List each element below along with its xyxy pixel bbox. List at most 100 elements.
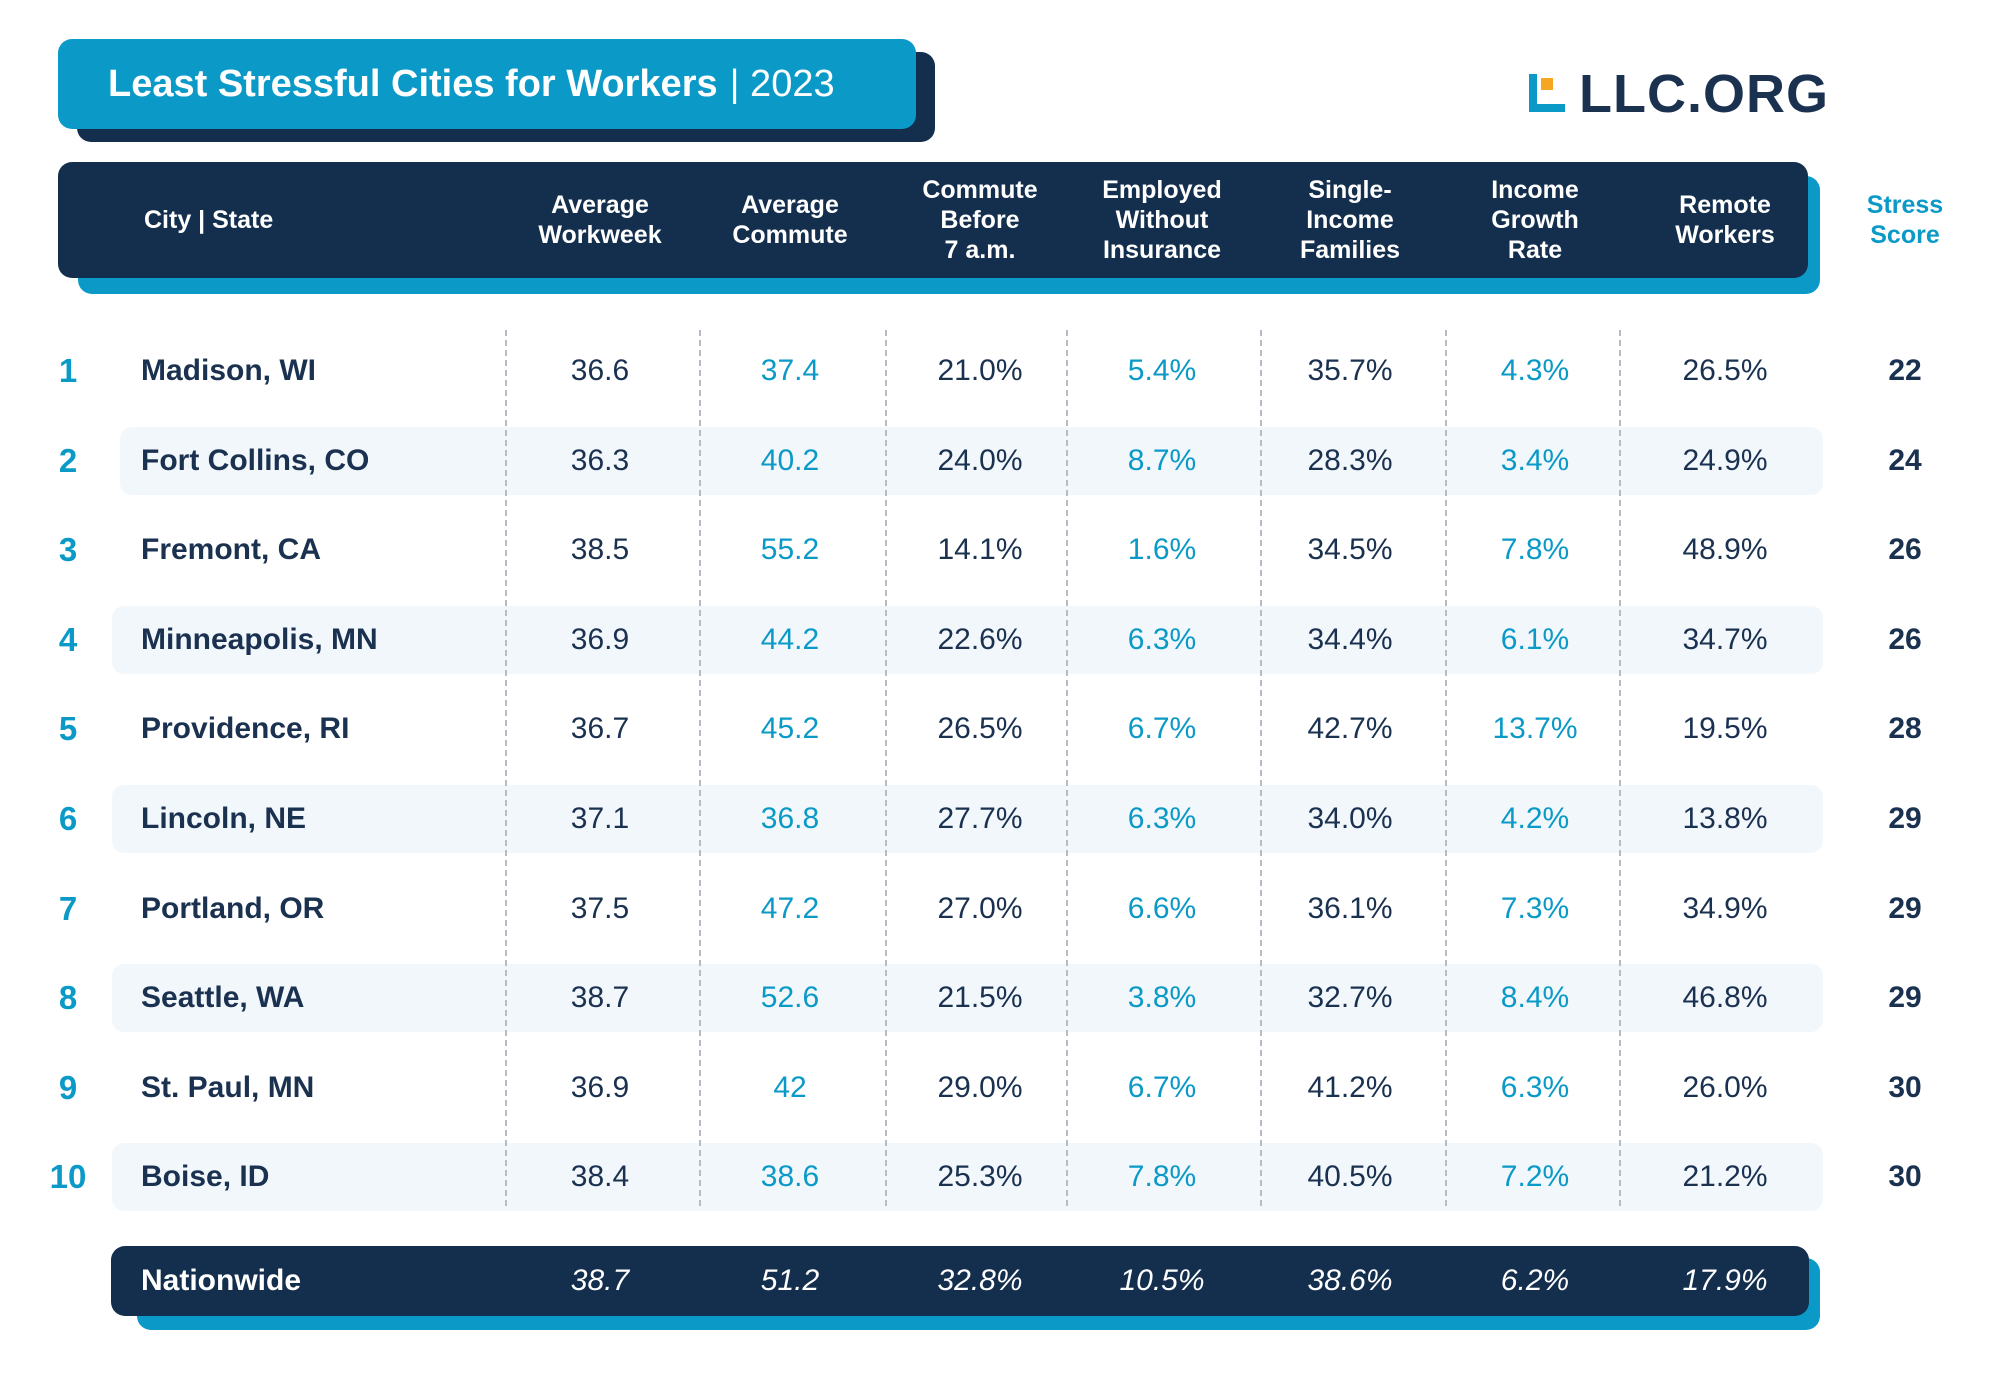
cell-workweek: 36.9	[570, 1070, 630, 1104]
cell-uninsured: 6.7%	[1127, 1070, 1197, 1104]
column-divider	[1445, 330, 1447, 1206]
city-name: Seattle, WA	[141, 981, 305, 1015]
cell-single: 34.0%	[1307, 802, 1393, 835]
cell-single: 28.3%	[1307, 443, 1393, 477]
cell-before7: 26.5%	[937, 712, 1023, 746]
table-header-bar	[58, 162, 1808, 278]
cell-growth: 3.4%	[1500, 443, 1570, 477]
city-name: Fremont, CA	[141, 533, 321, 567]
cell-remote: 48.9%	[1682, 533, 1768, 567]
cell-commute: 37.4	[760, 354, 820, 387]
stress-score: 29	[1888, 891, 1922, 925]
cell-before7: 21.5%	[937, 981, 1023, 1015]
llc-logo: LLC.ORG	[1525, 64, 1829, 124]
cell-uninsured: 5.4%	[1127, 354, 1197, 387]
stress-score: 24	[1888, 443, 1922, 477]
cell-commute: 42	[773, 1070, 807, 1104]
column-header-city-state: City | State	[144, 206, 274, 234]
cell-before7: 29.0%	[937, 1070, 1023, 1104]
cell-growth: 7.3%	[1500, 891, 1570, 925]
stress-score: 28	[1888, 712, 1922, 746]
nationwide-commute: 51.2	[760, 1264, 820, 1297]
city-name: Portland, OR	[141, 891, 325, 925]
cell-growth: 6.1%	[1500, 622, 1570, 656]
cell-workweek: 37.1	[570, 802, 630, 835]
cell-before7: 14.1%	[937, 533, 1023, 567]
cell-growth: 4.3%	[1500, 354, 1570, 387]
cell-commute: 52.6	[760, 981, 820, 1015]
rank-number: 10	[49, 1158, 87, 1196]
cell-workweek: 37.5	[570, 891, 630, 925]
cell-growth: 7.8%	[1500, 533, 1570, 567]
cell-remote: 19.5%	[1682, 712, 1768, 746]
cell-workweek: 36.9	[570, 622, 630, 656]
cell-remote: 34.7%	[1682, 622, 1768, 656]
city-name: Boise, ID	[141, 1160, 270, 1194]
cell-workweek: 36.6	[570, 354, 630, 387]
cell-workweek: 38.7	[570, 981, 630, 1015]
column-header-growth: Income Growth Rate	[1491, 176, 1579, 264]
nationwide-bar	[111, 1246, 1809, 1316]
row-background-band	[120, 426, 1823, 495]
cell-single: 34.4%	[1307, 622, 1393, 656]
cell-single: 42.7%	[1307, 712, 1393, 746]
cell-uninsured: 1.6%	[1127, 533, 1197, 567]
cell-before7: 22.6%	[937, 622, 1023, 656]
nationwide-workweek: 38.7	[570, 1264, 630, 1297]
cell-remote: 21.2%	[1682, 1160, 1768, 1194]
rank-number: 4	[58, 620, 78, 658]
cell-remote: 13.8%	[1682, 802, 1768, 835]
column-divider	[1619, 330, 1621, 1206]
cell-remote: 26.5%	[1682, 354, 1768, 387]
stress-score: 30	[1888, 1070, 1922, 1104]
llc-logo-icon	[1529, 74, 1565, 112]
rank-number: 7	[58, 889, 78, 927]
cell-commute: 47.2	[760, 891, 820, 925]
stress-score: 22	[1888, 354, 1922, 387]
column-divider	[885, 330, 887, 1206]
cell-uninsured: 6.3%	[1127, 622, 1197, 656]
cell-single: 41.2%	[1307, 1070, 1393, 1104]
city-name: Providence, RI	[141, 712, 350, 746]
nationwide-label: Nationwide	[141, 1264, 302, 1297]
stress-score: 26	[1888, 622, 1922, 656]
stress-score: 29	[1888, 802, 1922, 835]
rank-number: 1	[58, 352, 78, 389]
cell-growth: 6.3%	[1500, 1070, 1570, 1104]
cell-workweek: 36.3	[570, 443, 630, 477]
rank-number: 5	[58, 710, 78, 748]
nationwide-growth: 6.2%	[1500, 1264, 1570, 1297]
city-name: St. Paul, MN	[141, 1070, 315, 1104]
column-header-stress-score: Stress Score	[1866, 191, 1944, 249]
stress-score: 26	[1888, 533, 1922, 567]
cell-before7: 24.0%	[937, 443, 1023, 477]
cell-remote: 46.8%	[1682, 981, 1768, 1015]
title-banner: Least Stressful Cities for Workers | 202…	[58, 39, 916, 129]
cell-uninsured: 7.8%	[1127, 1160, 1197, 1194]
cell-growth: 8.4%	[1500, 981, 1570, 1015]
cell-before7: 27.7%	[937, 802, 1023, 835]
rank-number: 9	[58, 1068, 78, 1106]
cell-uninsured: 6.6%	[1127, 891, 1197, 925]
cell-uninsured: 6.7%	[1127, 712, 1197, 746]
column-divider	[699, 330, 701, 1206]
column-header-commute: Average Commute	[732, 191, 848, 249]
nationwide-remote: 17.9%	[1682, 1264, 1768, 1297]
cell-single: 35.7%	[1307, 354, 1393, 387]
cell-growth: 7.2%	[1500, 1160, 1570, 1194]
cell-single: 34.5%	[1307, 533, 1393, 567]
cell-commute: 38.6	[760, 1160, 820, 1194]
cell-single: 36.1%	[1307, 891, 1393, 925]
cell-before7: 25.3%	[937, 1160, 1023, 1194]
page-title: Least Stressful Cities for Workers	[108, 62, 718, 105]
stress-score: 29	[1888, 981, 1922, 1015]
column-divider	[505, 330, 507, 1206]
column-header-workweek: Average Workweek	[538, 191, 662, 249]
cell-remote: 34.9%	[1682, 891, 1768, 925]
column-divider	[1066, 330, 1068, 1206]
cell-uninsured: 8.7%	[1127, 443, 1197, 477]
cell-commute: 44.2	[760, 622, 820, 656]
cell-remote: 24.9%	[1682, 443, 1768, 477]
row-background-band	[112, 605, 1823, 674]
cell-single: 32.7%	[1307, 981, 1393, 1015]
